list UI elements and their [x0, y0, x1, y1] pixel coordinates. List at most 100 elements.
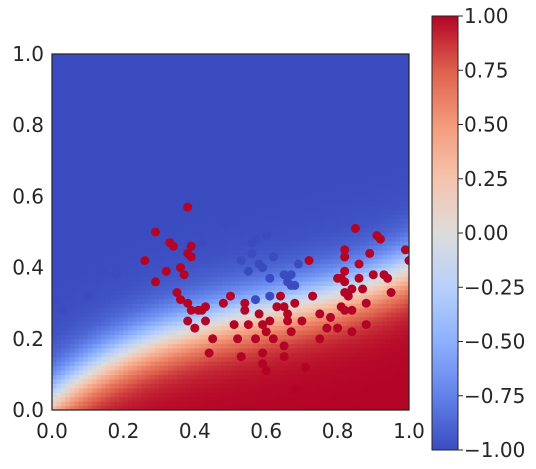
heatmap-cell [181, 258, 187, 264]
heatmap-cell [221, 85, 227, 91]
heatmap-cell [292, 294, 299, 300]
heatmap-cell [288, 396, 294, 402]
heatmap-cell [101, 356, 107, 362]
heatmap-cell [234, 272, 241, 278]
heatmap-cell [168, 200, 174, 206]
heatmap-cell [301, 272, 307, 278]
heatmap-cell [65, 289, 71, 295]
heatmap-cell [110, 143, 116, 149]
heatmap-cell [199, 365, 205, 371]
heatmap-cell [145, 276, 151, 282]
heatmap-cell [288, 134, 294, 140]
heatmap-cell [270, 196, 276, 202]
heatmap-cell [168, 120, 174, 126]
heatmap-cell [145, 71, 151, 77]
heatmap-cell [118, 276, 124, 282]
heatmap-cell [315, 169, 321, 175]
heatmap-cell [319, 316, 325, 322]
heatmap-cell [324, 54, 330, 60]
heatmap-cell [190, 196, 196, 202]
heatmap-cell [194, 107, 200, 113]
heatmap-cell [159, 307, 165, 313]
heatmap-cell [56, 116, 62, 122]
heatmap-cell [56, 321, 62, 327]
heatmap-cell [110, 178, 116, 184]
heatmap-cell [230, 143, 236, 149]
heatmap-cell [324, 160, 330, 166]
heatmap-cell [105, 67, 111, 73]
heatmap-cell [252, 54, 258, 60]
heatmap-cell [83, 58, 89, 64]
heatmap-cell [52, 156, 58, 162]
heatmap-cell [319, 102, 325, 108]
heatmap-cell [101, 280, 107, 286]
heatmap-cell [159, 321, 165, 327]
heatmap-cell [279, 334, 285, 340]
heatmap-cell [190, 94, 196, 100]
heatmap-cell [199, 249, 205, 255]
heatmap-cell [96, 102, 102, 108]
heatmap-cell [163, 58, 169, 64]
heatmap-cell [261, 147, 267, 153]
heatmap-cell [328, 401, 334, 407]
heatmap-cell [208, 98, 214, 104]
heatmap-cell [221, 151, 227, 157]
heatmap-cell [306, 289, 312, 295]
heatmap-cell [319, 67, 325, 73]
heatmap-cell [56, 254, 62, 260]
heatmap-cell [199, 107, 205, 113]
heatmap-cell [145, 338, 151, 344]
heatmap-cell [114, 365, 120, 371]
heatmap-cell [181, 378, 187, 384]
heatmap-cell [154, 316, 160, 322]
heatmap-cell [306, 67, 312, 73]
heatmap-cell [226, 365, 232, 371]
heatmap-cell [319, 294, 325, 300]
heatmap-cell [306, 383, 312, 389]
heatmap-cell [92, 334, 98, 340]
heatmap-cell [203, 245, 209, 251]
heatmap-cell [261, 62, 267, 68]
heatmap-cell [217, 361, 223, 367]
heatmap-cell [194, 62, 200, 68]
heatmap-cell [172, 129, 178, 135]
heatmap-cell [132, 169, 138, 175]
heatmap-cell [154, 214, 160, 220]
heatmap-cell [176, 352, 183, 358]
heatmap-cell [163, 396, 169, 402]
heatmap-cell [132, 392, 138, 398]
heatmap-cell [127, 200, 133, 206]
heatmap-cell [132, 267, 138, 273]
heatmap-cell [168, 285, 174, 291]
heatmap-cell [163, 120, 169, 126]
heatmap-cell [230, 329, 236, 335]
heatmap-cell [56, 129, 62, 135]
heatmap-cell [181, 352, 187, 358]
heatmap-cell [292, 405, 299, 410]
heatmap-cell [110, 392, 116, 398]
heatmap-cell [243, 294, 249, 300]
heatmap-cell [69, 151, 75, 157]
heatmap-cell [127, 89, 133, 95]
heatmap-cell [221, 325, 227, 331]
heatmap-cell [87, 196, 93, 202]
heatmap-cell [279, 187, 285, 193]
heatmap-cell [74, 143, 80, 149]
heatmap-cell [181, 303, 187, 309]
heatmap-cell [74, 245, 80, 251]
heatmap-cell [163, 387, 169, 393]
heatmap-cell [123, 138, 129, 144]
heatmap-cell [185, 102, 191, 108]
heatmap-cell [279, 116, 285, 122]
heatmap-cell [83, 178, 89, 184]
heatmap-cell [163, 307, 169, 313]
heatmap-cell [172, 125, 178, 131]
heatmap-cell [230, 236, 236, 242]
heatmap-cell [288, 54, 294, 60]
heatmap-cell [163, 67, 169, 73]
heatmap-cell [261, 214, 267, 220]
heatmap-cell [301, 111, 307, 117]
heatmap-cell [168, 191, 174, 197]
heatmap-cell [105, 178, 111, 184]
heatmap-cell [239, 151, 245, 157]
